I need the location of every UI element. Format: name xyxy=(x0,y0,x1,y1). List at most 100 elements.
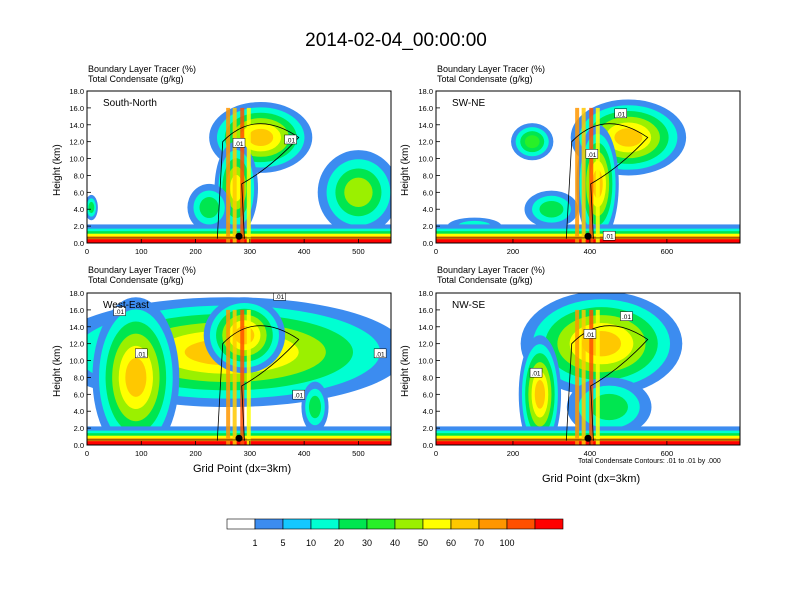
panel-4-header-tracer: Boundary Layer Tracer (%) xyxy=(437,265,546,275)
colorbar-swatch-9 xyxy=(450,518,480,530)
boundary-layer-band-6 xyxy=(87,441,391,445)
panel-name-label: NW-SE xyxy=(452,300,485,311)
colorbar-label-4: 20 xyxy=(334,538,344,548)
contour-label-3: .01 xyxy=(605,234,614,241)
updraft-column-3 xyxy=(240,309,245,445)
x-tick-label: 0 xyxy=(434,449,438,458)
contour-label-3: .01 xyxy=(532,371,541,378)
contour-label-4: .01 xyxy=(294,393,303,400)
x-tick-label: 100 xyxy=(135,449,148,458)
y-tick-label: 14.0 xyxy=(418,323,433,332)
y-tick-label: 8.0 xyxy=(74,373,84,382)
updraft-column-4 xyxy=(246,309,251,445)
condensate-contour xyxy=(565,123,649,239)
plot-area-2: .01 .01 .01 0.0 2.0 4.0 6.0 8.0 10.0 12.0 14.0 16.0… xyxy=(418,87,741,256)
contour-label-1: .01 xyxy=(115,309,124,316)
plot-area-3: .01 .01 .01 .01 .01 0.0 2.0 4.0 6.0 8.0 10.0 12.0 14… xyxy=(69,289,392,458)
y-tick-label: 10.0 xyxy=(69,155,84,164)
colorbar-swatch-6 xyxy=(366,518,396,530)
colorbar-label-9: 70 xyxy=(474,538,484,548)
contour-label-box-1 xyxy=(113,306,126,316)
x-tick-label: 100 xyxy=(135,247,148,256)
updraft-column-2 xyxy=(581,107,586,243)
y-tick-label: 10.0 xyxy=(418,357,433,366)
plot-area-4: .01 .01 .01 0.0 2.0 4.0 6.0 8.0 10.0 12.0 14.0 16.0… xyxy=(418,289,741,458)
y-tick-label: 16.0 xyxy=(69,104,84,113)
condensate-contour xyxy=(216,123,300,239)
y-tick-label: 10.0 xyxy=(418,155,433,164)
x-tick-label: 300 xyxy=(244,247,257,256)
x-tick-label: 400 xyxy=(584,247,597,256)
updraft-column-3 xyxy=(240,107,245,243)
contour-label-1: .01 xyxy=(234,141,243,148)
colorbar-swatch-5 xyxy=(338,518,368,530)
panel-2-header-condensate: Total Condensate (g/kg) xyxy=(437,74,533,84)
y-tick-label: 0.0 xyxy=(74,239,84,248)
tracer-blob-2-level-6 xyxy=(125,357,147,397)
panel-name-label: SW-NE xyxy=(452,98,485,109)
updraft-column-3 xyxy=(589,309,594,445)
y-tick-label: 14.0 xyxy=(69,121,84,130)
y-tick-label: 4.0 xyxy=(74,407,84,416)
y-tick-label: 4.0 xyxy=(74,205,84,214)
x-tick-label: 600 xyxy=(661,449,674,458)
panel-3-x-axis-title: Grid Point (dx=3km) xyxy=(193,463,292,475)
panel-4-header: Boundary Layer Tracer (%) Total Condensa… xyxy=(437,265,545,285)
updraft-column-1 xyxy=(226,309,231,445)
panel-3-header-tracer: Boundary Layer Tracer (%) xyxy=(88,265,197,275)
panel-name-label: South-North xyxy=(103,98,157,109)
plot-frame xyxy=(435,90,741,244)
tracer-blob-3-level-4 xyxy=(524,135,540,149)
y-tick-label: 8.0 xyxy=(423,171,433,180)
y-tick-label: 18.0 xyxy=(69,289,84,298)
x-tick-label: 600 xyxy=(661,247,674,256)
colorbar-swatch-2 xyxy=(254,518,284,530)
panel-3-header: Boundary Layer Tracer (%) Total Condensa… xyxy=(88,265,196,285)
y-tick-label: 8.0 xyxy=(74,171,84,180)
y-tick-label: 12.0 xyxy=(418,138,433,147)
y-tick-label: 6.0 xyxy=(74,390,84,399)
x-tick-label: 500 xyxy=(352,449,365,458)
tracer-blob-4-level-3 xyxy=(308,395,322,419)
y-tick-label: 4.0 xyxy=(423,407,433,416)
y-tick-label: 2.0 xyxy=(423,424,433,433)
colorbar-swatch-1 xyxy=(226,518,256,530)
tracer-blob-4-level-3 xyxy=(199,197,219,219)
x-tick-label: 500 xyxy=(352,247,365,256)
colorbar-swatch-10 xyxy=(478,518,508,530)
panel-south-north: .01 .01 0.0 2.0 4.0 6.0 8.0 10.0 12.0 14.0 16.0 18.… xyxy=(69,87,392,256)
x-tick-label: 0 xyxy=(85,449,89,458)
y-tick-label: 6.0 xyxy=(423,188,433,197)
y-tick-label: 12.0 xyxy=(69,340,84,349)
updraft-column-4 xyxy=(595,107,600,243)
tracer-blob-5-level-3 xyxy=(88,201,95,214)
x-tick-label: 0 xyxy=(85,247,89,256)
y-tick-label: 18.0 xyxy=(418,289,433,298)
colorbar-swatch-8 xyxy=(422,518,452,530)
updraft-column-4 xyxy=(246,107,251,243)
contour-label-5: .01 xyxy=(376,351,385,358)
location-marker xyxy=(235,434,243,442)
location-marker xyxy=(584,232,592,240)
contour-label-box-3 xyxy=(529,367,543,378)
panel-1-header-tracer: Boundary Layer Tracer (%) xyxy=(88,64,197,74)
contour-label-box-2 xyxy=(284,134,297,145)
updraft-column-2 xyxy=(232,107,237,243)
x-tick-label: 200 xyxy=(507,449,520,458)
panel-name-label: West-East xyxy=(103,300,149,311)
plot-frame xyxy=(86,90,392,244)
y-tick-label: 10.0 xyxy=(69,357,84,366)
contour-label-1: .01 xyxy=(622,314,631,321)
x-tick-label: 200 xyxy=(189,449,202,458)
tracer-blob-1-level-6 xyxy=(248,128,274,147)
tracer-field: .01 .01 .01 xyxy=(436,293,740,445)
x-tick-label: 400 xyxy=(298,449,311,458)
y-tick-label: 2.0 xyxy=(74,424,84,433)
boundary-layer-band-6 xyxy=(436,441,740,445)
y-tick-label: 18.0 xyxy=(418,87,433,96)
colorbar-label-7: 50 xyxy=(418,538,428,548)
updraft-column-2 xyxy=(581,309,586,445)
contour-label-box-5 xyxy=(373,348,387,359)
colorbar-swatch-3 xyxy=(282,518,312,530)
boundary-layer-band-6 xyxy=(436,239,740,243)
